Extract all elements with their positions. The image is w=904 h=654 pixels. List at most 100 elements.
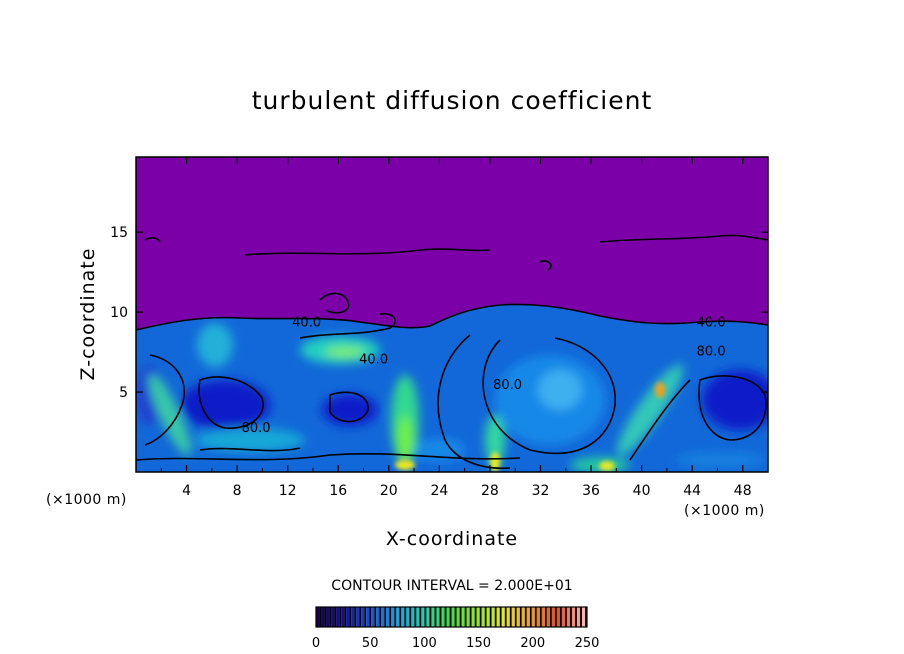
- colorbar-divider: [419, 607, 422, 627]
- colorbar-divider: [474, 607, 477, 627]
- colorbar-swatch: [451, 607, 455, 627]
- colorbar-swatch: [351, 607, 355, 627]
- colorbar-divider: [499, 607, 502, 627]
- colorbar-divider: [565, 607, 567, 627]
- contour-label: 40.0: [697, 315, 726, 330]
- x-tick-label: 40: [633, 483, 651, 499]
- colorbar-swatch: [381, 607, 385, 627]
- colorbar-swatch: [376, 607, 380, 627]
- x-axis: 4 8 12 16 20 24 28 32 36 40 44 48: [160, 157, 752, 499]
- x-axis-label: X-coordinate: [385, 528, 519, 550]
- x-tick-label: 20: [380, 483, 398, 499]
- colorbar-divider: [575, 607, 577, 627]
- colorbar-divider: [539, 607, 542, 627]
- colorbar-divider: [479, 607, 482, 627]
- colorbar-divider: [534, 607, 537, 627]
- colorbar-divider: [424, 607, 427, 627]
- colorbar-swatch: [326, 607, 330, 627]
- x-tick-label: 32: [532, 483, 550, 499]
- colorbar-swatch: [506, 607, 510, 627]
- x-tick-label: 28: [481, 483, 499, 499]
- contour-label: 40.0: [292, 315, 321, 330]
- colorbar-divider: [544, 607, 547, 627]
- colorbar-divider: [554, 607, 557, 627]
- y-tick-label: 5: [119, 385, 128, 401]
- x-tick-label: 16: [329, 483, 347, 499]
- colorbar-divider: [494, 607, 497, 627]
- colorbar-divider: [319, 607, 322, 627]
- colorbar-swatch: [446, 607, 450, 627]
- contour-lines: [136, 234, 768, 470]
- colorbar-swatch: [546, 607, 550, 627]
- colorbar: 0 50 100 150 200 250: [312, 606, 600, 651]
- colorbar-swatch: [431, 607, 435, 627]
- colorbar-tick-label: 50: [362, 636, 379, 651]
- colorbar-swatch: [521, 607, 525, 627]
- x-tick-label: 44: [683, 483, 701, 499]
- colorbar-swatch: [496, 607, 500, 627]
- colorbar-divider: [464, 607, 467, 627]
- colorbar-swatch: [551, 607, 555, 627]
- contour-label: 80.0: [493, 378, 522, 393]
- x-tick-label: 48: [734, 483, 752, 499]
- x-tick-label: 24: [430, 483, 448, 499]
- colorbar-swatch: [531, 607, 535, 627]
- colorbar-swatch: [491, 607, 495, 627]
- contour-label: 80.0: [242, 421, 271, 436]
- colorbar-divider: [374, 607, 377, 627]
- colorbar-swatch: [486, 607, 490, 627]
- colorbar-divider: [439, 607, 442, 627]
- colorbar-swatch: [556, 607, 561, 627]
- colorbar-swatch: [371, 607, 375, 627]
- contour-labels: 40.0 40.0 40.0 80.0 80.0 80.0: [242, 315, 726, 436]
- colorbar-swatch: [461, 607, 465, 627]
- contour-label: 80.0: [697, 344, 726, 359]
- colorbar-swatch: [416, 607, 420, 627]
- colorbar-swatch: [386, 607, 390, 627]
- colorbar-swatch: [391, 607, 395, 627]
- x-tick-label: 36: [582, 483, 600, 499]
- colorbar-swatch: [396, 607, 400, 627]
- colorbar-divider: [359, 607, 362, 627]
- colorbar-divider: [354, 607, 357, 627]
- colorbar-swatch: [331, 607, 335, 627]
- colorbar-swatch: [466, 607, 470, 627]
- contour-interval: CONTOUR INTERVAL = 2.000E+01: [331, 578, 573, 594]
- colorbar-swatch: [361, 607, 365, 627]
- colorbar-tick-label: 100: [412, 636, 437, 651]
- colorbar-swatch: [476, 607, 480, 627]
- colorbar-divider: [394, 607, 397, 627]
- colorbar-swatch: [426, 607, 430, 627]
- colorbar-divider: [549, 607, 552, 627]
- colorbar-swatch: [561, 607, 566, 627]
- colorbar-swatch: [346, 607, 350, 627]
- colorbar-swatch: [316, 607, 320, 627]
- colorbar-tick-label: 150: [466, 636, 491, 651]
- colorbar-swatch: [356, 607, 360, 627]
- colorbar-tick-label: 250: [575, 636, 600, 651]
- colorbar-swatch: [471, 607, 475, 627]
- colorbar-tick-label: 0: [312, 636, 320, 651]
- colorbar-divider: [524, 607, 527, 627]
- colorbar-divider: [529, 607, 532, 627]
- colorbar-divider: [324, 607, 327, 627]
- colorbar-swatch: [421, 607, 425, 627]
- colorbar-divider: [399, 607, 402, 627]
- colorbar-divider: [509, 607, 512, 627]
- field-image: [136, 157, 768, 472]
- colorbar-divider: [409, 607, 412, 627]
- colorbar-divider: [364, 607, 367, 627]
- colorbar-divider: [449, 607, 452, 627]
- x-tick-label: 12: [279, 483, 297, 499]
- colorbar-divider: [454, 607, 457, 627]
- colorbar-divider: [389, 607, 392, 627]
- colorbar-divider: [514, 607, 517, 627]
- colorbar-divider: [484, 607, 487, 627]
- colorbar-divider: [519, 607, 522, 627]
- colorbar-divider: [570, 607, 572, 627]
- contour-label: 40.0: [359, 352, 388, 367]
- colorbar-swatch: [516, 607, 520, 627]
- y-axis-unit: (×1000 m): [46, 492, 127, 508]
- colorbar-swatch: [536, 607, 540, 627]
